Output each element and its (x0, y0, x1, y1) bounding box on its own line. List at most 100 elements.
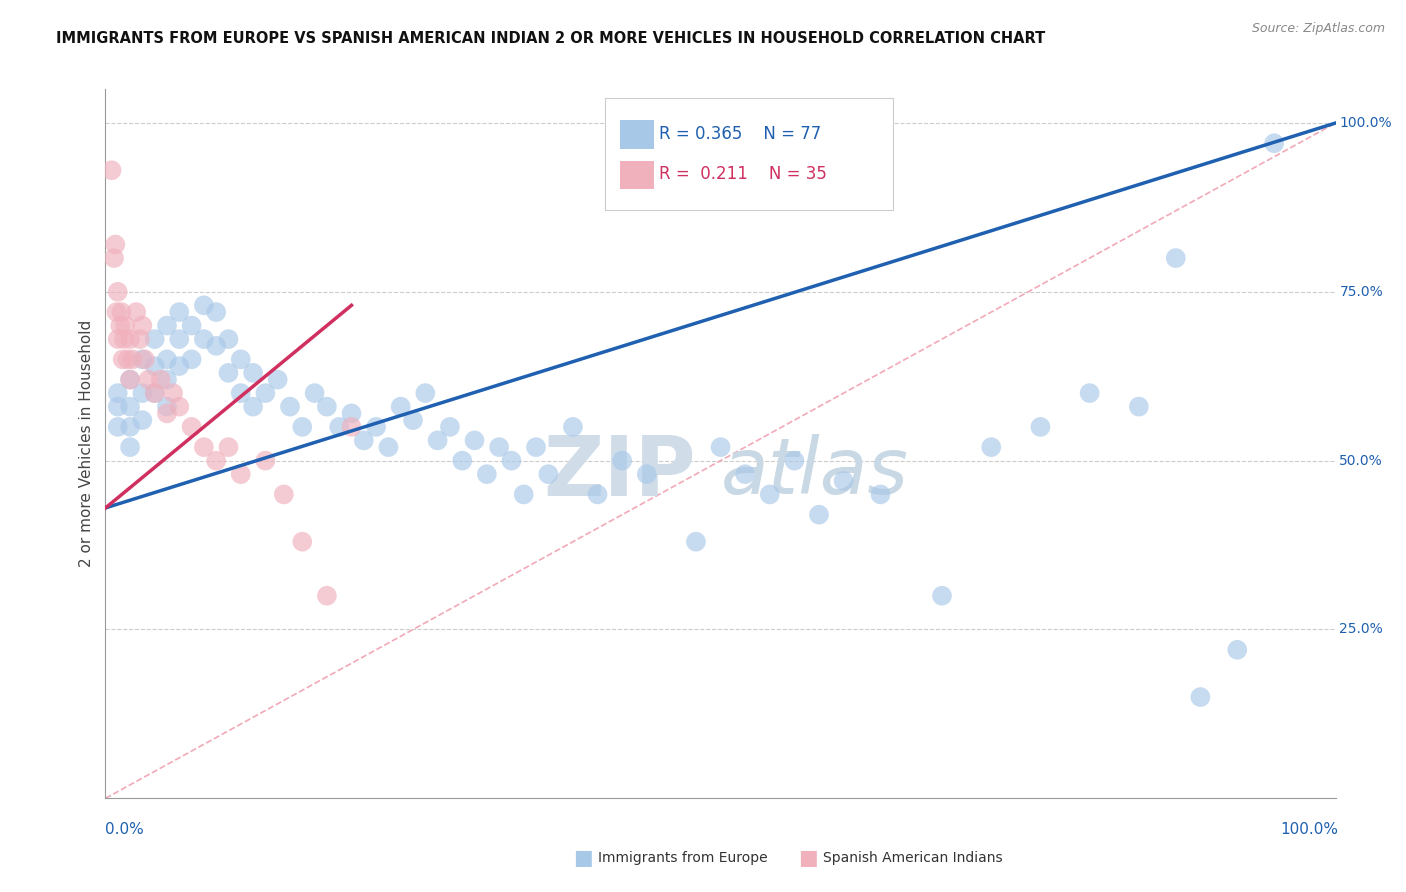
Point (169, 305, 191, 319)
Point (1029, 420, 1052, 434)
Point (143, 332, 166, 346)
Point (353, 434, 375, 448)
Point (114, 318, 136, 333)
Point (734, 467, 756, 482)
Point (218, 332, 240, 346)
Point (242, 400, 264, 414)
Point (143, 386, 166, 401)
Point (149, 373, 172, 387)
Point (291, 534, 314, 549)
Point (832, 474, 855, 488)
Point (131, 413, 153, 427)
Text: 75.0%: 75.0% (1340, 285, 1384, 299)
Point (156, 406, 179, 420)
Point (107, 332, 129, 346)
Point (107, 386, 129, 401)
Point (254, 453, 277, 467)
Point (980, 440, 1002, 454)
Point (110, 318, 132, 333)
Point (1078, 386, 1101, 401)
Point (586, 487, 609, 501)
Text: atlas: atlas (721, 434, 908, 510)
Point (488, 440, 510, 454)
Point (125, 305, 148, 319)
Point (291, 420, 314, 434)
Point (107, 400, 129, 414)
Point (439, 420, 461, 434)
Text: 50.0%: 50.0% (1340, 454, 1384, 467)
Point (464, 434, 486, 448)
Point (193, 298, 215, 312)
Point (389, 400, 412, 414)
Point (120, 420, 141, 434)
Point (205, 453, 228, 467)
Point (278, 400, 301, 414)
Point (120, 373, 141, 387)
Point (131, 352, 153, 367)
Text: ■: ■ (799, 848, 818, 868)
Point (377, 440, 399, 454)
Point (1164, 251, 1187, 265)
Point (121, 352, 143, 367)
Point (112, 332, 135, 346)
Point (1263, 136, 1285, 151)
Point (180, 318, 202, 333)
Text: IMMIGRANTS FROM EUROPE VS SPANISH AMERICAN INDIAN 2 OR MORE VEHICLES IN HOUSEHOL: IMMIGRANTS FROM EUROPE VS SPANISH AMERIC… (56, 31, 1046, 46)
Point (143, 386, 166, 401)
Point (328, 420, 350, 434)
Point (205, 305, 228, 319)
Point (501, 453, 523, 467)
Point (111, 352, 134, 367)
Point (931, 589, 953, 603)
Point (129, 332, 152, 346)
Point (537, 467, 560, 482)
Text: ZIP: ZIP (544, 432, 696, 513)
Point (402, 413, 425, 427)
Point (426, 434, 449, 448)
Point (193, 332, 215, 346)
Point (229, 467, 252, 482)
Point (120, 400, 141, 414)
Point (103, 251, 125, 265)
Text: ■: ■ (574, 848, 593, 868)
Text: 100.0%: 100.0% (1281, 822, 1339, 837)
Point (783, 453, 806, 467)
Point (759, 487, 782, 501)
Point (120, 373, 141, 387)
Point (162, 386, 184, 401)
Point (636, 467, 658, 482)
Point (267, 373, 290, 387)
Point (120, 440, 141, 454)
Point (134, 352, 156, 367)
Point (218, 366, 240, 380)
Text: R =  0.211    N = 35: R = 0.211 N = 35 (659, 165, 827, 183)
Point (169, 400, 191, 414)
Text: 0.0%: 0.0% (105, 822, 145, 837)
Point (242, 366, 264, 380)
Point (710, 440, 733, 454)
Point (869, 487, 891, 501)
Point (315, 589, 337, 603)
Point (180, 352, 202, 367)
Point (169, 359, 191, 373)
Point (205, 339, 228, 353)
Point (100, 163, 122, 178)
Point (610, 453, 633, 467)
Text: Immigrants from Europe: Immigrants from Europe (598, 851, 768, 865)
Point (273, 487, 295, 501)
Point (156, 400, 179, 414)
Point (340, 406, 363, 420)
Point (685, 534, 707, 549)
Point (315, 400, 337, 414)
Text: 25.0%: 25.0% (1340, 623, 1384, 637)
Point (107, 420, 129, 434)
Point (229, 386, 252, 401)
Text: 100.0%: 100.0% (1340, 116, 1392, 130)
Point (524, 440, 547, 454)
Point (562, 420, 585, 434)
Point (366, 420, 388, 434)
Point (304, 386, 326, 401)
Point (131, 318, 153, 333)
Point (138, 373, 160, 387)
Point (193, 440, 215, 454)
